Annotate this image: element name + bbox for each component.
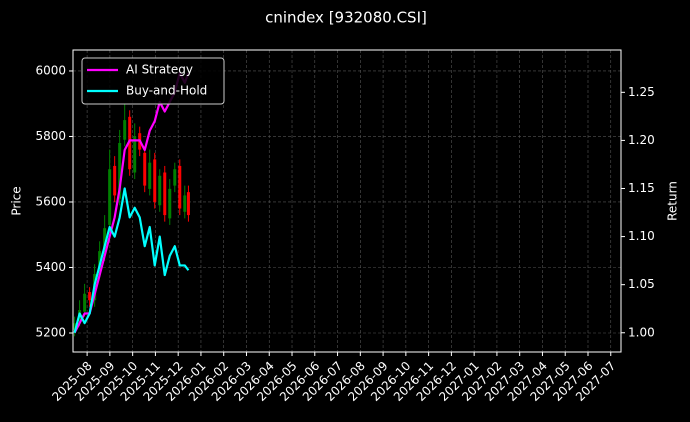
candle-body xyxy=(128,116,132,170)
chart-title: cnindex [932080.CSI] xyxy=(265,9,427,27)
candle-body xyxy=(178,165,182,209)
y-axis-label: Price xyxy=(10,186,24,215)
candle-body xyxy=(183,195,187,212)
legend-label: Buy-and-Hold xyxy=(126,84,207,98)
y2-tick-label: 1.20 xyxy=(628,133,655,147)
legend: AI Strategy Buy-and-Hold xyxy=(81,57,225,105)
candle-body xyxy=(118,143,122,199)
candle-body xyxy=(186,192,190,216)
series-line xyxy=(73,187,190,334)
candle-body xyxy=(123,120,127,140)
y2-tick-label: 1.25 xyxy=(628,85,655,99)
candle-body xyxy=(143,152,147,186)
y-tick-label: 5400 xyxy=(35,260,66,274)
candle-body xyxy=(113,165,117,196)
candle-body xyxy=(133,136,137,173)
candle-body xyxy=(88,292,92,301)
candle-body xyxy=(173,169,177,186)
candle-body xyxy=(98,251,102,271)
y2-tick-label: 1.00 xyxy=(628,325,655,339)
y-tick-label: 5800 xyxy=(35,129,66,143)
y2-tick-label: 1.10 xyxy=(628,229,655,243)
candle-body xyxy=(168,188,172,219)
y-tick-label: 5600 xyxy=(35,194,66,208)
candle-body xyxy=(158,175,162,206)
legend-label: AI Strategy xyxy=(126,63,193,77)
candle-body xyxy=(73,323,77,330)
candle-body xyxy=(108,169,112,225)
candle-body xyxy=(103,228,107,255)
candle-body xyxy=(163,172,167,216)
y-tick-label: 6000 xyxy=(35,63,66,77)
candle-body xyxy=(148,162,152,189)
y2-tick-label: 1.15 xyxy=(628,181,655,195)
y2-axis-label: Return xyxy=(666,181,680,221)
candle-body xyxy=(83,293,87,312)
candle-body xyxy=(153,159,157,202)
y2-tick-label: 1.05 xyxy=(628,277,655,291)
plot-frame xyxy=(72,49,622,353)
y-tick-label: 5200 xyxy=(35,326,66,340)
